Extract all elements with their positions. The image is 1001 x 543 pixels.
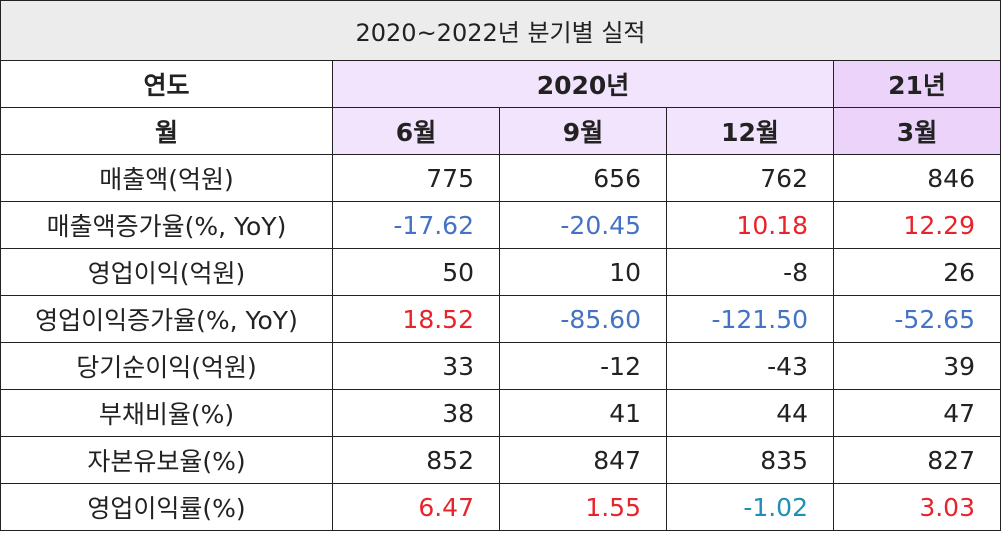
- table-cell: 827: [833, 436, 1001, 484]
- table-cell: 1.55: [499, 483, 667, 531]
- table-cell: 44: [666, 389, 834, 437]
- table-row: 자본유보율(%) 852 847 835 827: [0, 436, 1001, 484]
- table-row: 매출액(억원) 775 656 762 846: [0, 154, 1001, 202]
- table-cell: 10.18: [666, 201, 834, 249]
- table-cell: 33: [332, 342, 500, 390]
- row-label: 매출액증가율(%, YoY): [0, 201, 333, 249]
- table-cell: 775: [332, 154, 500, 202]
- table-cell: 38: [332, 389, 500, 437]
- table-cell: 852: [332, 436, 500, 484]
- table-cell: 12.29: [833, 201, 1001, 249]
- table-row: 당기순이익(억원) 33 -12 -43 39: [0, 342, 1001, 390]
- row-label: 영업이익증가율(%, YoY): [0, 295, 333, 343]
- quarterly-results-table: 2020~2022년 분기별 실적 연도 2020년 21년 월 6월 9월 1…: [0, 0, 1001, 531]
- month-header-mar: 3월: [833, 107, 1001, 155]
- table-cell: 41: [499, 389, 667, 437]
- table-cell: -52.65: [833, 295, 1001, 343]
- table-title: 2020~2022년 분기별 실적: [0, 0, 1001, 61]
- month-header-sep: 9월: [499, 107, 667, 155]
- table-cell: 762: [666, 154, 834, 202]
- table-cell: 50: [332, 248, 500, 296]
- month-header-dec: 12월: [666, 107, 834, 155]
- table-cell: 3.03: [833, 483, 1001, 531]
- month-label: 월: [0, 107, 333, 155]
- month-header-jun: 6월: [332, 107, 500, 155]
- table-cell: 846: [833, 154, 1001, 202]
- table-cell: 26: [833, 248, 1001, 296]
- row-label: 부채비율(%): [0, 389, 333, 437]
- table-cell: -121.50: [666, 295, 834, 343]
- table-cell: 10: [499, 248, 667, 296]
- table-row: 영업이익률(%) 6.47 1.55 -1.02 3.03: [0, 483, 1001, 531]
- table-cell: -12: [499, 342, 667, 390]
- table-row: 매출액증가율(%, YoY) -17.62 -20.45 10.18 12.29: [0, 201, 1001, 249]
- table-cell: -8: [666, 248, 834, 296]
- table-cell: 39: [833, 342, 1001, 390]
- table-cell: -1.02: [666, 483, 834, 531]
- year-header-row: 연도 2020년 21년: [0, 60, 1001, 108]
- table-cell: -85.60: [499, 295, 667, 343]
- table-cell: 835: [666, 436, 834, 484]
- table-row: 부채비율(%) 38 41 44 47: [0, 389, 1001, 437]
- year-label: 연도: [0, 60, 333, 108]
- table-cell: 656: [499, 154, 667, 202]
- table-cell: 847: [499, 436, 667, 484]
- row-label: 자본유보율(%): [0, 436, 333, 484]
- table-cell: 47: [833, 389, 1001, 437]
- table-cell: -17.62: [332, 201, 500, 249]
- row-label: 매출액(억원): [0, 154, 333, 202]
- table-row: 영업이익증가율(%, YoY) 18.52 -85.60 -121.50 -52…: [0, 295, 1001, 343]
- year-2020-header: 2020년: [332, 60, 834, 108]
- table-cell: -20.45: [499, 201, 667, 249]
- title-row: 2020~2022년 분기별 실적: [0, 0, 1001, 61]
- table-row: 영업이익(억원) 50 10 -8 26: [0, 248, 1001, 296]
- table-cell: 18.52: [332, 295, 500, 343]
- row-label: 영업이익률(%): [0, 483, 333, 531]
- table-cell: 6.47: [332, 483, 500, 531]
- row-label: 당기순이익(억원): [0, 342, 333, 390]
- month-header-row: 월 6월 9월 12월 3월: [0, 107, 1001, 155]
- row-label: 영업이익(억원): [0, 248, 333, 296]
- year-21-header: 21년: [833, 60, 1001, 108]
- table-cell: -43: [666, 342, 834, 390]
